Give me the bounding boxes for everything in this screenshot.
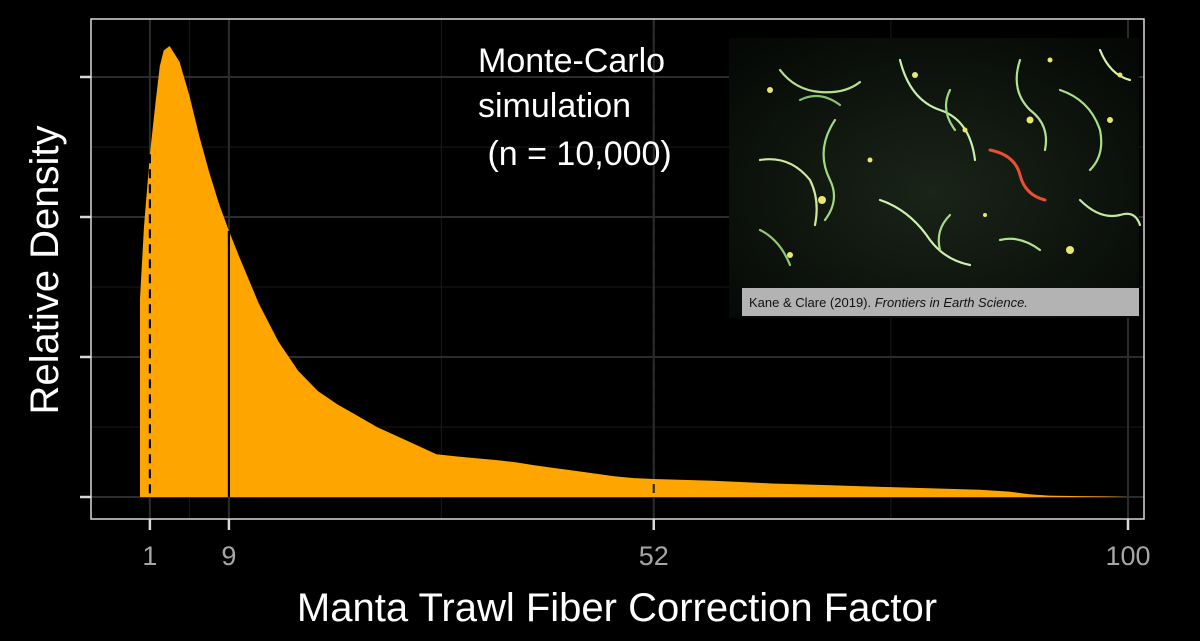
citation-caption-box bbox=[742, 288, 1139, 316]
x-tick-label: 100 bbox=[1105, 541, 1150, 571]
fiber-strands bbox=[758, 48, 1142, 267]
caption-authors: Kane & Clare (2019). bbox=[749, 295, 875, 310]
x-axis-title: Manta Trawl Fiber Correction Factor bbox=[297, 586, 937, 630]
y-axis-ticks bbox=[80, 75, 91, 499]
reference-lines bbox=[148, 19, 655, 497]
plot-panel-border bbox=[90, 18, 1145, 520]
x-axis-ticks: 1 9 52 100 bbox=[142, 519, 1151, 571]
citation-caption: Kane & Clare (2019). Frontiers in Earth … bbox=[749, 295, 1028, 310]
density-area bbox=[140, 46, 1128, 497]
annotation-line-1: Monte-Carlo bbox=[478, 42, 665, 80]
caption-journal: Frontiers in Earth Science. bbox=[875, 295, 1028, 310]
annotation-line-3: (n = 10,000) bbox=[478, 135, 672, 173]
microscope-inset: Kane & Clare (2019). Frontiers in Earth … bbox=[729, 38, 1142, 318]
particle-specks bbox=[767, 57, 1123, 258]
x-tick-label: 52 bbox=[639, 541, 669, 571]
x-tick-label: 1 bbox=[142, 541, 157, 571]
y-axis-title: Relative Density bbox=[23, 125, 67, 414]
annotation-line-2: simulation bbox=[478, 87, 631, 125]
x-tick-label: 9 bbox=[221, 541, 236, 571]
